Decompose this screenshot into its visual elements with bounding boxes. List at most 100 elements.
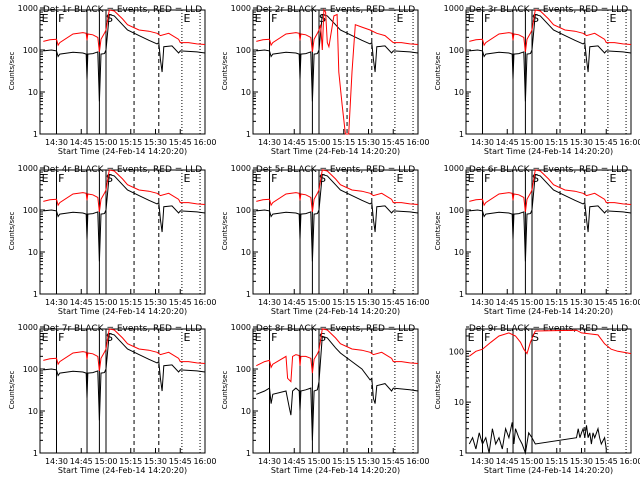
x-axis-label: Start Time (24-Feb-14 14:20:20) — [484, 147, 613, 156]
y-tick-label: 10 — [241, 248, 251, 257]
marker-label-4: E — [184, 331, 191, 344]
y-axis-label: Counts/sec — [8, 371, 16, 410]
plot-frame — [465, 328, 632, 454]
x-tick-label: 15:45 — [595, 298, 618, 307]
x-tick-label: 15:30 — [570, 138, 593, 147]
plot-frame — [39, 9, 206, 135]
plot-frame — [465, 9, 632, 135]
y-tick-label: 1 — [33, 130, 38, 139]
marker-label-1: E — [255, 331, 262, 344]
marker-label-2: F — [58, 172, 64, 185]
series-line-lld — [469, 9, 632, 52]
x-axis-label: Start Time (24-Feb-14 14:20:20) — [271, 466, 400, 475]
x-tick-label: 14:45 — [496, 298, 519, 307]
x-tick-label: 16:00 — [193, 138, 216, 147]
x-tick-label: 14:30 — [471, 298, 494, 307]
marker-label-3: S — [106, 172, 113, 185]
marker-label-4: E — [184, 12, 191, 25]
marker-label-2: F — [58, 331, 64, 344]
x-tick-label: 14:30 — [45, 138, 68, 147]
y-tick-label: 1000 — [231, 164, 251, 173]
x-tick-label: 15:00 — [520, 457, 543, 466]
y-axis-label: Counts/sec — [434, 212, 442, 251]
x-axis-label: Start Time (24-Feb-14 14:20:20) — [271, 307, 400, 316]
x-tick-label: 14:45 — [496, 138, 519, 147]
y-tick-label: 1 — [246, 449, 251, 458]
series-line-lld — [256, 8, 419, 135]
marker-label-4: E — [610, 172, 617, 185]
y-axis-label: Counts/sec — [434, 371, 442, 410]
x-tick-label: 14:45 — [496, 457, 519, 466]
marker-label-3: S — [532, 172, 539, 185]
y-tick-label: 1000 — [444, 4, 464, 13]
marker-label-4: E — [610, 331, 617, 344]
x-tick-label: 16:00 — [619, 457, 640, 466]
x-tick-label: 15:00 — [94, 457, 117, 466]
y-tick-label: 100 — [23, 46, 38, 55]
marker-label-2: F — [271, 12, 277, 25]
x-tick-label: 15:30 — [144, 138, 167, 147]
x-tick-label: 16:00 — [406, 298, 429, 307]
x-tick-label: 14:45 — [283, 457, 306, 466]
x-tick-label: 15:30 — [144, 298, 167, 307]
series-line-lld — [256, 328, 419, 383]
marker-label-3: S — [319, 12, 326, 25]
x-tick-label: 15:15 — [332, 298, 355, 307]
marker-label-4: E — [610, 12, 617, 25]
x-tick-label: 16:00 — [406, 457, 429, 466]
x-tick-label: 15:15 — [545, 138, 568, 147]
series-line-lld — [43, 169, 206, 212]
x-tick-label: 15:00 — [307, 298, 330, 307]
y-tick-label: 10 — [241, 407, 251, 416]
marker-label-2: F — [484, 331, 490, 344]
y-tick-label: 1000 — [18, 323, 38, 332]
marker-label-4: E — [184, 172, 191, 185]
plot-frame — [252, 169, 419, 295]
x-axis-label: Start Time (24-Feb-14 14:20:20) — [484, 466, 613, 475]
marker-label-3: S — [106, 331, 113, 344]
x-tick-label: 15:15 — [545, 457, 568, 466]
plot-frame — [465, 169, 632, 295]
plot-frame — [39, 328, 206, 454]
marker-label-3: S — [532, 331, 539, 344]
x-tick-label: 15:45 — [382, 457, 405, 466]
x-tick-label: 16:00 — [619, 138, 640, 147]
marker-label-2: F — [58, 12, 64, 25]
y-axis-label: Counts/sec — [8, 52, 16, 91]
y-tick-label: 100 — [23, 365, 38, 374]
marker-label-1: E — [42, 331, 49, 344]
plot-frame — [252, 9, 419, 135]
x-tick-label: 16:00 — [406, 138, 429, 147]
series-line-events — [256, 335, 419, 441]
y-tick-label: 10 — [28, 88, 38, 97]
y-tick-label: 10 — [454, 248, 464, 257]
x-tick-label: 15:30 — [357, 138, 380, 147]
y-tick-label: 1 — [459, 130, 464, 139]
x-tick-label: 15:30 — [144, 457, 167, 466]
y-tick-label: 100 — [449, 347, 464, 356]
y-tick-label: 10 — [28, 407, 38, 416]
y-tick-label: 10 — [241, 88, 251, 97]
x-tick-label: 14:30 — [258, 298, 281, 307]
series-line-lld — [43, 328, 206, 371]
series-line-lld — [469, 329, 632, 357]
series-line-lld — [256, 169, 419, 212]
y-axis-label: Counts/sec — [221, 52, 229, 91]
x-tick-label: 15:30 — [570, 457, 593, 466]
marker-label-2: F — [484, 12, 490, 25]
marker-label-1: E — [468, 172, 475, 185]
x-tick-label: 14:45 — [70, 138, 93, 147]
x-tick-label: 14:30 — [45, 298, 68, 307]
series-line-events — [469, 13, 632, 102]
x-axis-label: Start Time (24-Feb-14 14:20:20) — [271, 147, 400, 156]
series-line-events — [43, 173, 206, 262]
marker-label-1: E — [42, 172, 49, 185]
x-tick-label: 15:30 — [570, 298, 593, 307]
x-tick-label: 15:45 — [382, 298, 405, 307]
y-tick-label: 10 — [454, 398, 464, 407]
x-tick-label: 15:00 — [520, 298, 543, 307]
x-tick-label: 15:15 — [332, 138, 355, 147]
